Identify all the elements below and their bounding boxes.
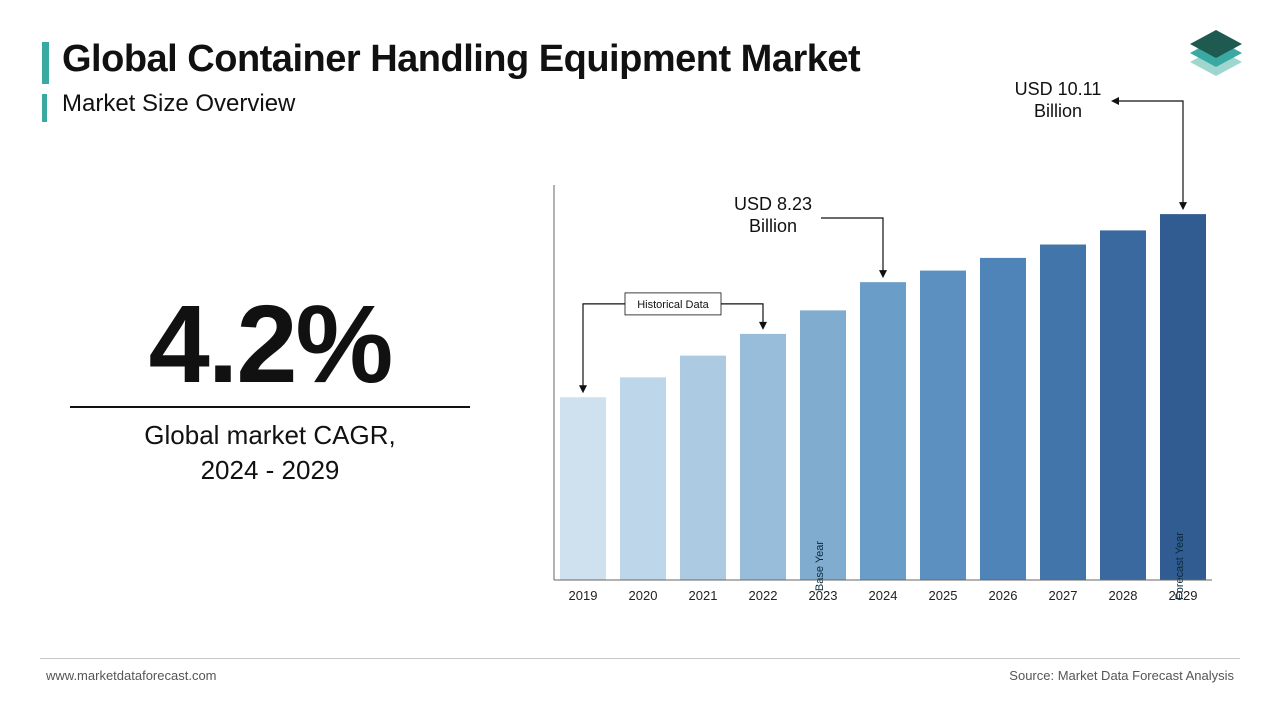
bar-2026 <box>980 258 1026 580</box>
historical-label: Historical Data <box>637 299 709 311</box>
bar-2027 <box>1040 245 1086 580</box>
cagr-value: 4.2% <box>60 290 480 400</box>
callout-2029-l1: USD 10.11 <box>1015 79 1102 99</box>
xlabel-2019: 2019 <box>569 588 598 603</box>
page-subtitle: Market Size Overview <box>62 90 295 118</box>
bar-inlabel-2029: Forecast Year <box>1174 532 1186 600</box>
bar-2019 <box>560 397 606 580</box>
xlabel-2026: 2026 <box>989 588 1018 603</box>
bar-inlabel-2023: Base Year <box>814 541 826 591</box>
subtitle-block: Market Size Overview <box>42 90 295 118</box>
callout-2024-l2: Billion <box>749 216 797 236</box>
title-block: Global Container Handling Equipment Mark… <box>42 38 860 81</box>
footer-right: Source: Market Data Forecast Analysis <box>1009 668 1234 683</box>
cagr-block: 4.2% Global market CAGR, 2024 - 2029 <box>60 290 480 488</box>
bar-2020 <box>620 377 666 580</box>
callout-2024-l1: USD 8.23 <box>734 194 812 214</box>
bar-2028 <box>1100 230 1146 580</box>
xlabel-2020: 2020 <box>629 588 658 603</box>
bar-2025 <box>920 271 966 580</box>
footer-left: www.marketdataforecast.com <box>46 668 217 683</box>
page-title: Global Container Handling Equipment Mark… <box>62 38 860 81</box>
xlabel-2021: 2021 <box>689 588 718 603</box>
cagr-caption-l1: Global market CAGR, <box>144 420 395 450</box>
xlabel-2027: 2027 <box>1049 588 1078 603</box>
xlabel-2024: 2024 <box>869 588 898 603</box>
xlabel-2028: 2028 <box>1109 588 1138 603</box>
callout-2029-l2: Billion <box>1034 101 1082 121</box>
bar-2029 <box>1160 214 1206 580</box>
market-chart: 20192020202120222023Base Year20242025202… <box>540 150 1240 630</box>
xlabel-2022: 2022 <box>749 588 778 603</box>
cagr-caption: Global market CAGR, 2024 - 2029 <box>60 418 480 488</box>
bar-2022 <box>740 334 786 580</box>
footer-divider <box>40 658 1240 659</box>
xlabel-2025: 2025 <box>929 588 958 603</box>
bar-2023 <box>800 310 846 580</box>
bar-2021 <box>680 356 726 580</box>
cagr-divider <box>70 406 470 408</box>
bar-2024 <box>860 282 906 580</box>
footer: www.marketdataforecast.com Source: Marke… <box>0 658 1280 698</box>
subtitle-accent <box>42 94 47 122</box>
brand-logo <box>1188 28 1244 89</box>
title-accent <box>42 42 49 84</box>
cagr-caption-l2: 2024 - 2029 <box>201 455 340 485</box>
